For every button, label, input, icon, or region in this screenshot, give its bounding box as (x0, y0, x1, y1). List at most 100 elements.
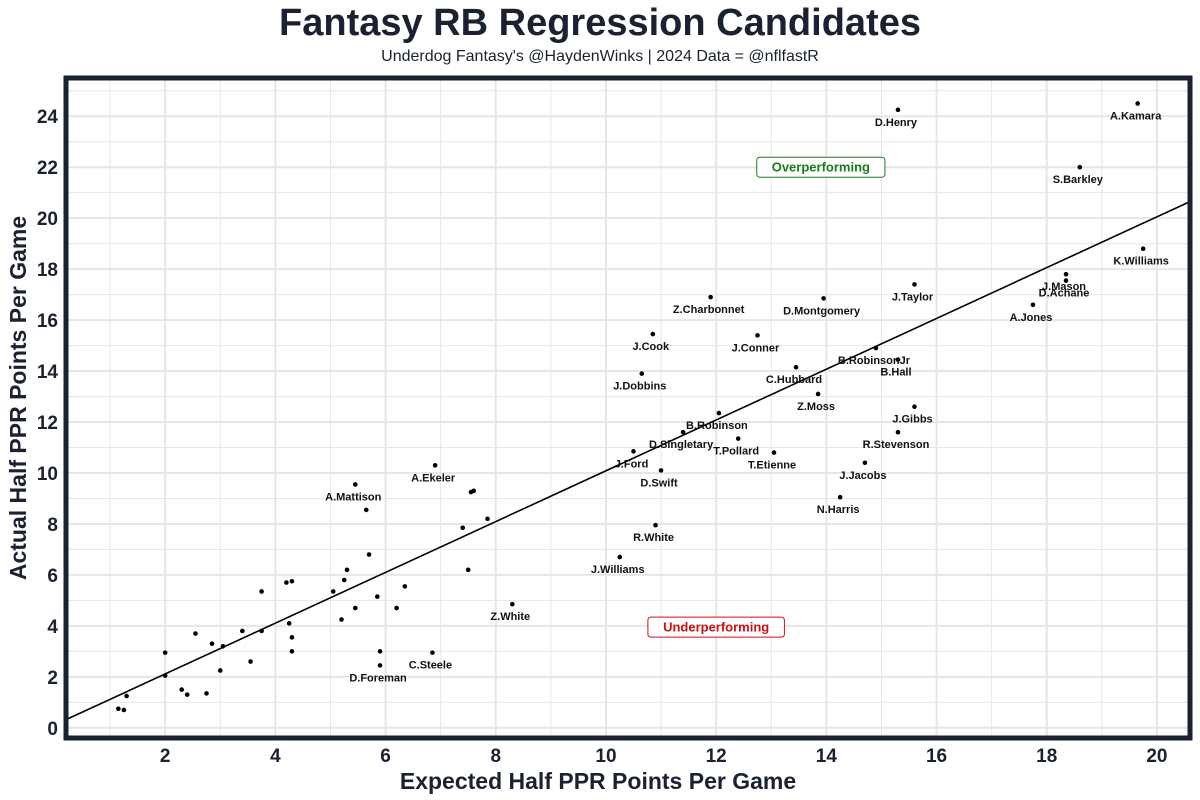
data-point (1030, 302, 1036, 308)
data-point (289, 635, 295, 640)
point-label: A.Mattison (325, 491, 382, 503)
data-point (248, 659, 253, 664)
data-point (617, 554, 623, 560)
point-label: A.Jones (1010, 312, 1053, 324)
point-label: D.Montgomery (783, 305, 861, 317)
point-label: C.Hubbard (766, 374, 822, 386)
point-label: J.Ford (615, 458, 649, 470)
y-tick-label: 2 (47, 668, 58, 689)
annotation-frame (647, 616, 785, 638)
y-tick-label: 24 (37, 107, 59, 128)
y-tick-label: 8 (47, 515, 58, 536)
data-point (259, 628, 264, 634)
data-point (873, 345, 879, 351)
point-label: J.Dobbins (613, 381, 666, 393)
data-point (895, 357, 901, 362)
data-points (116, 101, 1146, 713)
data-point (895, 429, 901, 435)
x-tick-label: 18 (1036, 746, 1057, 767)
annotation-text: Underperforming (663, 620, 769, 635)
y-tick-label: 22 (37, 158, 58, 179)
y-axis-title: Actual Half PPR Points Per Game (5, 216, 31, 580)
point-label: Z.Moss (797, 401, 835, 413)
y-tick-label: 10 (37, 464, 58, 485)
grid (66, 78, 1190, 738)
data-point (1077, 164, 1083, 170)
point-label: S.Barkley (1053, 174, 1104, 186)
x-tick-label: 8 (490, 746, 501, 767)
y-tick-label: 18 (37, 260, 58, 281)
data-point (204, 691, 209, 696)
data-point (162, 650, 168, 655)
data-point (352, 482, 358, 487)
data-point (121, 707, 127, 713)
data-point (179, 687, 185, 692)
data-point (184, 692, 190, 697)
data-point (330, 589, 336, 594)
data-point (485, 516, 490, 522)
point-labels: D.Henry A.Kamara S.Barkley K.Williams J.Maso… (325, 110, 1169, 684)
data-point (631, 449, 636, 454)
y-tick-label: 16 (37, 311, 58, 332)
y-tick-label: 12 (37, 413, 58, 434)
data-point (289, 649, 295, 654)
point-label: J.Mason (1042, 281, 1086, 293)
data-point (366, 552, 372, 557)
point-label: C.Steele (409, 660, 452, 672)
y-tick-label: 4 (47, 617, 58, 638)
plot-background (66, 78, 1190, 738)
annotation-box: Underperforming (647, 616, 785, 638)
data-point (289, 578, 295, 584)
data-point (377, 649, 383, 654)
data-point (341, 577, 347, 583)
data-point (432, 463, 438, 468)
data-point (650, 331, 656, 337)
data-point (284, 580, 289, 585)
point-label: D.Singletary (649, 439, 714, 451)
point-label: J.Gibbs (892, 414, 932, 426)
data-point (116, 706, 121, 711)
data-point (377, 663, 383, 668)
y-tick-label: 0 (47, 719, 58, 740)
annotation-frame (756, 156, 886, 178)
x-tick-label: 10 (595, 746, 616, 767)
data-point (363, 507, 369, 513)
trend-line (65, 200, 1191, 721)
data-point (1135, 101, 1140, 106)
data-point (344, 567, 350, 573)
chart-subtitle: Underdog Fantasy's @HaydenWinks | 2024 D… (381, 48, 819, 65)
y-tick-label: 20 (37, 209, 58, 230)
data-point (259, 589, 264, 594)
point-label: J.Jacobs (839, 470, 886, 482)
data-point (209, 641, 215, 647)
point-label: R.Stevenson (863, 439, 930, 451)
data-point (1063, 271, 1069, 277)
data-point (465, 567, 471, 573)
point-label: T.Pollard (713, 446, 759, 458)
data-point (793, 364, 799, 370)
x-tick-label: 6 (380, 746, 391, 767)
data-point (217, 668, 223, 673)
x-tick-label: 14 (816, 746, 838, 767)
point-label: D.Achane (1039, 288, 1090, 300)
point-label: D.Swift (640, 477, 678, 489)
data-point (509, 601, 515, 607)
y-tick-label: 6 (47, 566, 58, 587)
point-label: A.Ekeler (411, 472, 456, 484)
data-point (402, 584, 408, 589)
point-label: J.Conner (732, 342, 780, 354)
x-tick-label: 20 (1146, 746, 1167, 767)
data-point (837, 494, 843, 500)
plot-border (63, 75, 1193, 741)
data-point (460, 525, 466, 531)
annotations: Overperforming Underperforming (647, 156, 886, 638)
point-label: D.Henry (875, 117, 918, 129)
data-point (352, 605, 358, 611)
point-label: T.Etienne (748, 460, 796, 472)
data-point (716, 410, 722, 416)
data-point (468, 489, 474, 495)
point-label: A.Kamara (1110, 110, 1162, 122)
x-axis-title: Expected Half PPR Points Per Game (400, 768, 796, 794)
x-tick-label: 12 (706, 746, 727, 767)
x-tick-label: 2 (160, 746, 171, 767)
